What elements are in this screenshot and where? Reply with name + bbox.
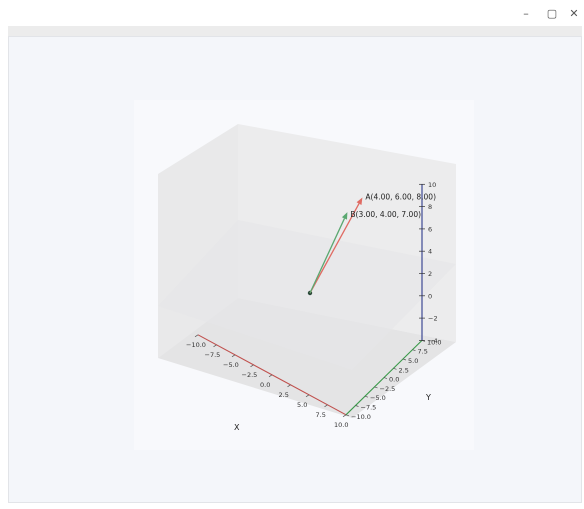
x-tick-label: 10.0 [334,421,348,429]
y-tick-mark [402,358,407,361]
x-tick-label: −2.5 [242,371,258,379]
z-tick-label: 4 [428,248,432,256]
x-tick-label: 0.0 [260,381,270,389]
y-tick-label: −5.0 [370,394,386,402]
vector-b-label: B(3.00, 4.00, 7.00) [350,210,421,219]
y-tick-mark [345,414,350,417]
x-tick-mark [231,354,236,358]
x-tick-label: −5.0 [223,361,239,369]
z-tick-label: 0 [428,292,432,300]
y-tick-label: −7.5 [361,404,377,412]
x-tick-label: 2.5 [279,391,289,399]
x-tick-label: −10.0 [186,341,206,349]
y-tick-label: −2.5 [380,385,396,393]
y-tick-label: 10.0 [427,338,441,346]
x-tick-mark [213,344,217,348]
close-button[interactable]: ✕ [569,7,579,20]
z-tick-label: 10 [428,181,436,189]
x-tick-mark [268,374,273,378]
vector-a-arrowhead [356,197,363,205]
y-tick-mark [374,386,378,389]
y-tick-label: 2.5 [399,366,409,374]
vector-b-arrowhead [341,212,348,220]
z-tick-label: 6 [428,225,432,233]
y-tick-label: 5.0 [408,357,418,365]
z-tick-label: −2 [428,315,438,323]
x-tick-label: 5.0 [297,401,307,409]
mid-plane [158,220,456,370]
x-tick-mark [194,334,199,338]
y-tick-label: 0.0 [389,376,399,384]
vector-a-label: A(4.00, 6.00, 8.00) [365,192,436,201]
y-axis-line [345,340,423,416]
x-axis-label: X [234,423,240,432]
x-tick-label: 7.5 [316,411,326,419]
y-tick-mark [364,395,369,398]
vector-3d-chart[interactable]: −10.0−7.5−5.0−2.50.02.55.07.510.0−10.0−7… [134,100,474,450]
maximize-button[interactable]: ▢ [546,7,558,20]
z-tick-label: −4 [428,337,438,345]
vector-b-shaft [309,218,346,294]
y-axis-label: Y [425,393,431,402]
x-tick-mark [305,394,310,398]
y-tick-mark [393,367,397,370]
minimize-button[interactable]: – [523,7,529,20]
y-tick-mark [383,377,388,379]
x-tick-mark [250,364,254,368]
z-tick-label: 8 [428,203,432,211]
window-titlebar: – ▢ ✕ [0,0,584,30]
x-tick-mark [342,414,347,418]
x-tick-label: −7.5 [205,351,221,359]
y-tick-mark [355,405,359,407]
z-tick-label: 2 [428,270,432,278]
y-tick-mark [412,349,416,352]
vector-a-shaft [309,203,360,294]
toolbar-strip [8,26,582,36]
y-tick-label: 7.5 [418,348,428,356]
x-tick-mark [324,404,328,408]
x-tick-mark [287,384,291,388]
plot-area[interactable]: −10.0 −7.5 −5.0 −2.5 0.0 2.5 5.0 7.5 10.0 −10.0 −7… [134,100,474,450]
y-tick-label: −10.0 [351,413,371,421]
